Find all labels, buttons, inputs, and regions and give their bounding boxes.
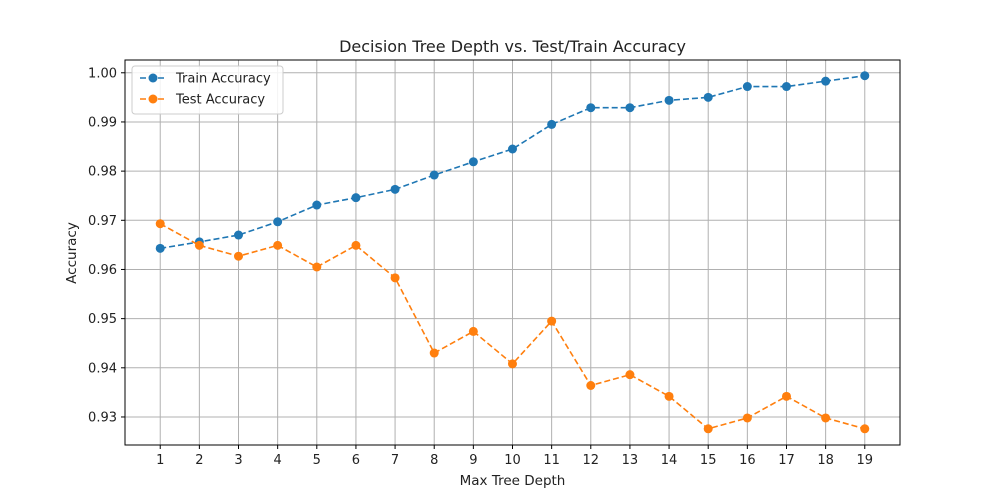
x-tick-label: 1 bbox=[156, 453, 164, 468]
x-tick-label: 14 bbox=[661, 453, 678, 468]
series-1 bbox=[155, 219, 870, 434]
data-point bbox=[860, 71, 870, 81]
x-tick-label: 5 bbox=[313, 453, 321, 468]
y-tick-label: 1.00 bbox=[88, 66, 117, 81]
y-tick-label: 0.97 bbox=[88, 214, 117, 229]
x-axis-label: Max Tree Depth bbox=[460, 473, 566, 489]
x-tick-label: 6 bbox=[352, 453, 360, 468]
y-axis-label: Accuracy bbox=[64, 222, 80, 284]
data-point bbox=[390, 184, 400, 194]
x-tick-label: 15 bbox=[700, 453, 717, 468]
data-point bbox=[821, 413, 831, 423]
data-point bbox=[664, 391, 674, 401]
y-tick-label: 0.96 bbox=[88, 263, 117, 278]
data-point bbox=[234, 251, 244, 261]
data-point bbox=[390, 273, 400, 283]
data-point bbox=[234, 230, 244, 240]
x-tick-label: 4 bbox=[274, 453, 282, 468]
data-point bbox=[664, 95, 674, 105]
data-point bbox=[586, 381, 596, 391]
legend-box bbox=[131, 65, 284, 115]
legend-label: Test Accuracy bbox=[175, 93, 265, 108]
data-point bbox=[273, 217, 283, 227]
y-axis: 0.93 0.94 0.95 0.96 0.97 0.98 0.99 1.00 bbox=[88, 66, 125, 425]
data-point bbox=[703, 92, 713, 102]
chart-title: Decision Tree Depth vs. Test/Train Accur… bbox=[339, 37, 686, 56]
y-tick-label: 0.98 bbox=[88, 165, 117, 180]
y-tick-label: 0.99 bbox=[88, 115, 117, 130]
data-point bbox=[625, 103, 635, 113]
data-point bbox=[508, 144, 517, 154]
x-axis: 1 2 3 4 5 6 7 8 9 10 11 12 13 14 15 16 17 18 19 bbox=[156, 445, 873, 468]
data-point bbox=[586, 103, 596, 113]
data-point bbox=[273, 240, 283, 250]
x-tick-label: 7 bbox=[391, 453, 399, 468]
grid bbox=[125, 60, 900, 445]
series-layer bbox=[155, 71, 870, 434]
series-0 bbox=[155, 71, 870, 253]
data-point bbox=[547, 316, 557, 326]
data-point bbox=[625, 370, 635, 380]
data-point bbox=[468, 157, 478, 167]
x-tick-label: 18 bbox=[817, 453, 834, 468]
legend: Train Accuracy Test Accuracy bbox=[131, 65, 284, 115]
x-tick-label: 2 bbox=[195, 453, 203, 468]
data-point bbox=[860, 424, 870, 434]
data-point bbox=[194, 240, 204, 250]
data-point bbox=[703, 424, 713, 434]
data-point bbox=[155, 243, 165, 253]
legend-label: Train Accuracy bbox=[175, 72, 271, 87]
y-tick-label: 0.93 bbox=[88, 410, 117, 425]
data-point bbox=[742, 413, 752, 423]
data-point bbox=[351, 240, 361, 250]
x-tick-label: 17 bbox=[778, 453, 795, 468]
data-point bbox=[547, 119, 557, 129]
x-tick-label: 8 bbox=[430, 453, 438, 468]
x-tick-label: 10 bbox=[504, 453, 521, 468]
data-point bbox=[742, 82, 752, 92]
x-tick-label: 19 bbox=[856, 453, 873, 468]
data-point bbox=[155, 219, 165, 229]
legend-marker bbox=[148, 73, 158, 83]
legend-marker bbox=[148, 94, 158, 104]
x-tick-label: 13 bbox=[622, 453, 639, 468]
y-tick-label: 0.95 bbox=[88, 312, 117, 327]
data-point bbox=[429, 170, 439, 180]
x-tick-label: 3 bbox=[234, 453, 242, 468]
x-tick-label: 16 bbox=[739, 453, 756, 468]
data-point bbox=[312, 200, 322, 210]
data-point bbox=[351, 193, 361, 203]
x-tick-label: 9 bbox=[469, 453, 477, 468]
data-point bbox=[429, 348, 439, 358]
data-point bbox=[312, 262, 322, 272]
data-point bbox=[468, 326, 478, 336]
x-tick-label: 11 bbox=[543, 453, 560, 468]
data-point bbox=[781, 82, 791, 92]
y-tick-label: 0.94 bbox=[88, 361, 117, 376]
data-point bbox=[508, 359, 517, 369]
data-point bbox=[821, 76, 831, 86]
data-point bbox=[781, 391, 791, 401]
x-tick-label: 12 bbox=[583, 453, 600, 468]
